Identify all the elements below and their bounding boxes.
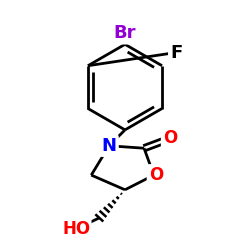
Text: O: O (149, 166, 163, 184)
Text: O: O (163, 130, 177, 148)
Text: HO: HO (62, 220, 90, 238)
Text: Br: Br (114, 24, 136, 42)
Text: N: N (102, 137, 116, 155)
Text: F: F (170, 44, 182, 62)
